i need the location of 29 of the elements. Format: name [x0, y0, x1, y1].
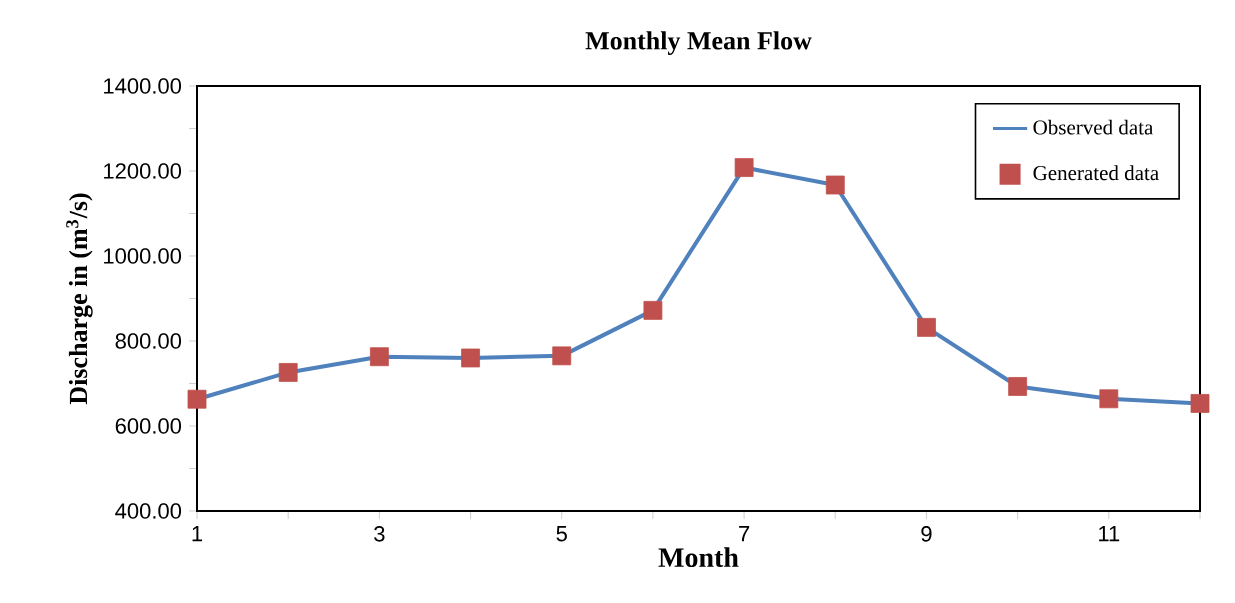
x-tick-label: 3 — [374, 526, 385, 542]
legend-label: Observed data — [1033, 119, 1154, 135]
y-tick-label: 800.00 — [115, 333, 182, 349]
y-axis-title: Discharge in (m$^{3}$/s) — [66, 193, 93, 405]
point — [187, 389, 207, 409]
y-tick-label: 400.00 — [115, 503, 182, 519]
point — [917, 317, 936, 337]
legend-label: Generated data — [1033, 165, 1159, 181]
x-axis-title: Month — [658, 547, 739, 568]
chart-title: Monthly Mean Flow — [585, 31, 812, 55]
point — [369, 347, 389, 367]
x-tick-label: 7 — [739, 526, 750, 542]
x-tick-label: 5 — [556, 526, 567, 542]
point — [1008, 377, 1028, 396]
point — [552, 346, 572, 366]
y-tick-label: 1200.00 — [104, 163, 182, 179]
x-tick-label: 1 — [192, 526, 203, 542]
y-tick-label: 1000.00 — [104, 248, 182, 264]
x-tick-label: 9 — [921, 526, 932, 542]
point — [734, 158, 754, 177]
x-tick-label: 11 — [1099, 526, 1120, 542]
point — [643, 300, 663, 320]
point — [1099, 389, 1119, 409]
point — [278, 363, 298, 382]
point — [825, 175, 845, 195]
y-tick-label: 600.00 — [115, 418, 182, 434]
point — [461, 348, 480, 368]
y-tick-label: 1400.00 — [104, 78, 182, 94]
point — [1190, 394, 1210, 413]
